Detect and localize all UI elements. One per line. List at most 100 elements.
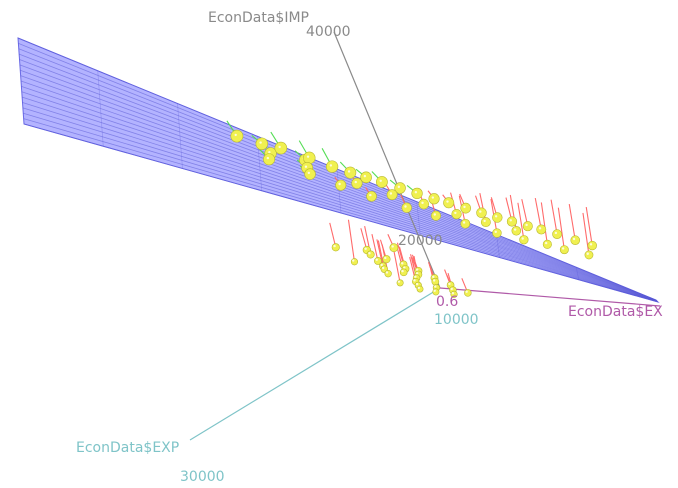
- data-point: [542, 239, 552, 249]
- plane-grid-line: [18, 43, 657, 301]
- data-point-highlight: [417, 286, 421, 290]
- data-point-highlight: [380, 263, 383, 267]
- plane-grid-line: [496, 234, 500, 258]
- data-point: [476, 207, 487, 219]
- data-point: [230, 129, 244, 143]
- data-point-highlight: [421, 201, 424, 205]
- data-point-highlight: [414, 275, 417, 278]
- data-point-highlight: [266, 156, 270, 160]
- data-point-highlight: [384, 256, 387, 260]
- data-point: [506, 216, 518, 227]
- data-point: [335, 179, 347, 191]
- z-axis-tick: 0.6: [436, 294, 458, 310]
- axis-labels: EconData$IMP 40000 20000 EconData$EXP 10…: [76, 10, 663, 485]
- plane-grid-line: [18, 48, 657, 301]
- data-point-highlight: [462, 221, 466, 224]
- data-point: [430, 210, 442, 221]
- data-point: [522, 221, 533, 232]
- plane-grid-line: [23, 123, 659, 303]
- residual-line: [517, 202, 525, 240]
- data-point-highlight: [385, 271, 389, 274]
- data-point: [416, 285, 424, 293]
- data-point: [552, 229, 562, 240]
- data-point-highlight: [364, 247, 367, 250]
- data-point: [587, 240, 597, 251]
- data-point: [519, 235, 529, 245]
- data-point: [511, 226, 522, 236]
- plane-grid-line: [97, 70, 104, 147]
- data-point-highlight: [432, 275, 435, 279]
- data-point: [570, 235, 581, 245]
- data-point-highlight: [389, 192, 393, 195]
- data-point-highlight: [544, 241, 548, 245]
- data-point-highlight: [494, 230, 497, 234]
- data-point-highlight: [463, 205, 466, 209]
- data-point-highlight: [431, 196, 435, 199]
- data-point: [386, 189, 398, 201]
- data-point: [559, 245, 569, 255]
- plane-grid-line: [20, 80, 658, 302]
- plane-grid-line: [21, 91, 658, 302]
- residual-line: [376, 239, 384, 267]
- data-point: [304, 168, 316, 180]
- data-point-highlight: [391, 245, 394, 248]
- x-axis-label: EconData$EXP: [76, 440, 179, 456]
- data-points: [230, 129, 597, 298]
- data-point-highlight: [538, 227, 542, 230]
- data-point-highlight: [404, 205, 407, 208]
- data-point: [382, 255, 391, 264]
- data-point-highlight: [333, 244, 336, 248]
- x-axis-line: [189, 287, 441, 441]
- data-point-highlight: [259, 141, 262, 144]
- data-point-highlight: [434, 285, 437, 288]
- data-point-highlight: [432, 279, 436, 282]
- data-point: [480, 217, 491, 228]
- data-point-highlight: [451, 291, 455, 295]
- data-point-highlight: [401, 262, 404, 265]
- data-point: [460, 202, 472, 214]
- data-point-highlight: [454, 211, 457, 215]
- data-point-highlight: [572, 237, 576, 241]
- data-point-highlight: [479, 210, 482, 213]
- axes: [189, 31, 661, 441]
- data-point-highlight: [513, 228, 517, 231]
- data-point-highlight: [554, 231, 558, 235]
- residual-line: [582, 212, 590, 256]
- data-point: [389, 243, 399, 253]
- plane-grid-line: [23, 112, 658, 303]
- data-point: [536, 224, 547, 235]
- data-point-highlight: [306, 155, 310, 158]
- data-point: [401, 202, 412, 213]
- data-point-highlight: [352, 259, 355, 262]
- data-point-highlight: [446, 200, 449, 203]
- residual-line: [557, 207, 565, 250]
- data-point-highlight: [586, 252, 589, 255]
- data-point: [350, 258, 359, 266]
- residual-line: [568, 203, 576, 241]
- data-point: [263, 153, 276, 166]
- plane-grid-line: [22, 102, 658, 302]
- data-point-highlight: [397, 185, 401, 189]
- data-point-highlight: [521, 237, 524, 240]
- data-point-highlight: [415, 272, 419, 275]
- data-point: [325, 160, 339, 173]
- data-point: [274, 141, 288, 155]
- data-point: [460, 218, 471, 229]
- residual-line: [329, 222, 337, 248]
- plane-grid-line: [22, 96, 658, 302]
- residual-line: [540, 202, 548, 245]
- data-point: [303, 151, 316, 165]
- data-point-highlight: [433, 289, 436, 292]
- z-axis-label: EconData$EX: [568, 304, 663, 320]
- data-point: [366, 190, 377, 202]
- data-point-highlight: [338, 182, 341, 186]
- y-axis-tick-mid: 20000: [398, 233, 443, 249]
- data-point: [394, 182, 406, 194]
- data-point: [331, 243, 340, 252]
- data-point-highlight: [381, 266, 385, 270]
- data-point-highlight: [403, 266, 406, 269]
- plane-grid-line: [416, 201, 421, 236]
- data-point-highlight: [450, 287, 453, 291]
- residual-line: [393, 251, 401, 283]
